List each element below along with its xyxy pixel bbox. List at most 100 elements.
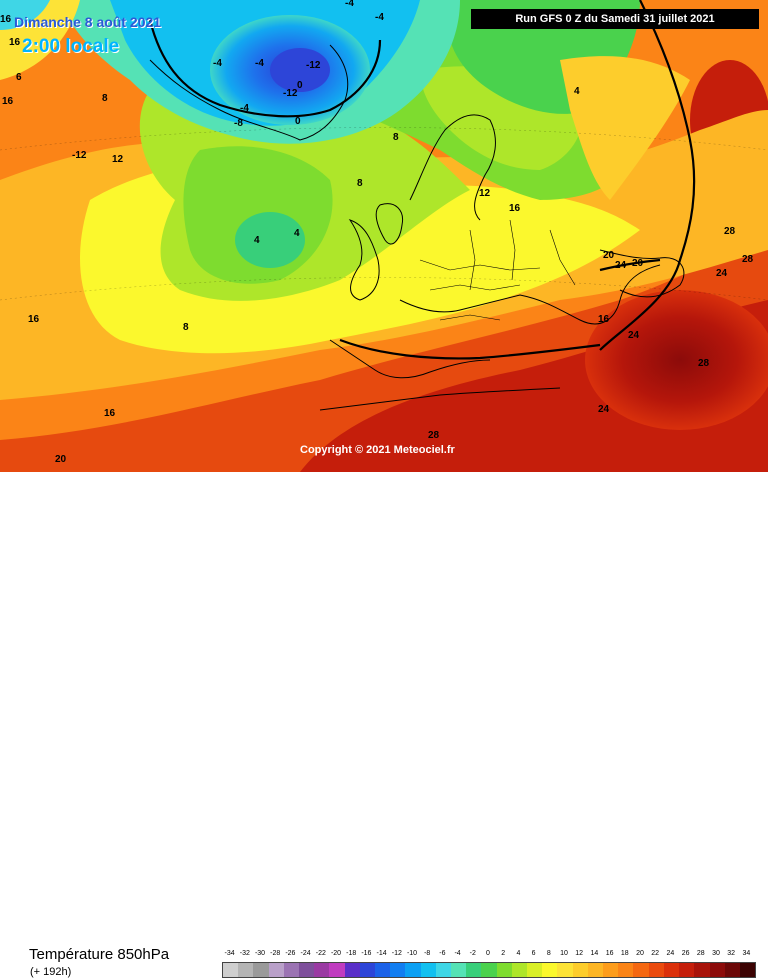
legend-tick-label: -22 (315, 950, 326, 957)
isotherm-label: 0 (295, 116, 301, 127)
isotherm-label: -4 (213, 58, 222, 69)
legend-tick-label: -2 (469, 950, 476, 957)
legend-tick-label: 4 (516, 950, 521, 957)
legend-tick-label: -10 (406, 950, 418, 957)
legend-tick-label: -34 (224, 950, 235, 957)
color-legend: -34 -32 -30 -28 -26 -24 -22 -20 -18 -16 -14 -12 -10-… (222, 950, 756, 978)
legend-tick-label: -28 (270, 950, 281, 957)
isotherm-label: 20 (632, 258, 644, 269)
legend-color-swatch (694, 963, 710, 977)
legend-tick-label: 12 (575, 950, 584, 957)
field-greenland-deep (270, 48, 330, 92)
legend-color-swatch (359, 963, 376, 977)
legend-color-swatch (268, 963, 284, 977)
legend-color-swatch (618, 963, 634, 977)
copyright-label: Copyright © 2021 Meteociel.fr (300, 444, 455, 456)
legend-color-swatch (587, 963, 604, 977)
grid-lines (0, 127, 768, 301)
isotherm-label: 28 (698, 358, 710, 369)
isotherm-label: 16 (104, 408, 116, 419)
legend-color-swatch (739, 963, 756, 977)
isotherm-label: -12 (72, 150, 87, 161)
field-atlantic-core (235, 212, 305, 268)
legend-color-swatch (557, 963, 573, 977)
legend-tick-label: -12 (391, 950, 402, 957)
field-east-yellow (560, 56, 690, 200)
legend-tick-label: 2 (501, 950, 506, 957)
legend-color-bar (222, 962, 756, 978)
isotherm-label: 20 (603, 250, 615, 261)
isotherm-lines (148, 0, 696, 360)
isotherm-label: -4 (240, 103, 249, 114)
legend-color-swatch (390, 963, 406, 977)
legend-color-swatch (375, 963, 391, 977)
legend-color-swatch (466, 963, 482, 977)
isotherm-label: 24 (598, 404, 610, 415)
forecast-date-label: Dimanche 8 août 2021 (14, 14, 162, 30)
country-borders (419, 219, 576, 321)
legend-color-swatch (511, 963, 528, 977)
legend-color-swatch (329, 963, 345, 977)
isotherm-label: 20 (55, 454, 67, 465)
legend-tick-label: 20 (636, 950, 644, 957)
legend-tick-label: 26 (681, 950, 690, 957)
legend-tick-label: 16 (605, 950, 614, 957)
isotherm-label: -4 (345, 0, 354, 9)
legend-color-swatch (344, 963, 360, 977)
isotherm-label: 16 (0, 14, 12, 25)
legend-footer: Température 850hPa (+ 192h) -34 -32 -30 -28… (0, 472, 768, 978)
legend-color-swatch (724, 963, 740, 977)
isotherm-label: 16 (598, 314, 610, 325)
legend-tick-row: -34 -32 -30 -28 -26 -24 -22 -20 -18 -16 -14 -12 -10-… (222, 950, 756, 962)
legend-color-swatch (648, 963, 664, 977)
isotherm-label: 12 (479, 188, 491, 199)
isotherm-label: 8 (183, 322, 189, 333)
legend-tick-label: 8 (546, 950, 551, 957)
isotherm-label: 16 (509, 203, 521, 214)
field-nw-blue (0, 0, 50, 30)
isotherm-label: 8 (357, 178, 363, 189)
legend-tick-label: -8 (424, 950, 431, 957)
isotherm-label: 24 (716, 268, 728, 279)
legend-tick-label: 14 (590, 950, 599, 957)
legend-color-swatch (679, 963, 695, 977)
legend-color-swatch (496, 963, 512, 977)
legend-color-swatch (223, 963, 239, 977)
legend-tick-label: 22 (651, 950, 660, 957)
isotherm-label: 6 (16, 72, 22, 83)
isotherm-label: 4 (254, 235, 260, 246)
field-hot-core-1 (585, 290, 768, 430)
isotherm-label: 12 (112, 154, 124, 165)
isotherm-label: -4 (255, 58, 264, 69)
legend-color-swatch (481, 963, 497, 977)
isotherm-label: 24 (628, 330, 640, 341)
isotherm-label: 16 (9, 37, 21, 48)
temperature-map: 16 16 16 6 -4 -4 -4 -8 -12 -12 -12 -4 0 … (0, 0, 768, 472)
legend-color-swatch (527, 963, 543, 977)
isotherm-label: 24 (615, 260, 627, 271)
isotherm-label: -12 (306, 60, 321, 71)
legend-color-swatch (314, 963, 330, 977)
isotherm-label: 0 (297, 80, 303, 91)
legend-color-swatch (299, 963, 315, 977)
isotherm-label: 28 (742, 254, 754, 265)
isotherm-label: -8 (234, 118, 243, 129)
legend-color-swatch (542, 963, 558, 977)
variable-title: Température 850hPa (29, 946, 170, 963)
legend-tick-label: -14 (376, 950, 387, 957)
legend-tick-label: -18 (346, 950, 357, 957)
isotherm-label: 28 (428, 430, 440, 441)
legend-tick-label: 28 (696, 950, 705, 957)
legend-color-swatch (253, 963, 269, 977)
legend-tick-label: -32 (239, 950, 250, 957)
legend-tick-label: 32 (727, 950, 736, 957)
legend-color-swatch (633, 963, 649, 977)
legend-tick-label: -24 (300, 950, 311, 957)
legend-tick-label: -16 (361, 950, 372, 957)
legend-tick-label: 10 (560, 950, 568, 957)
legend-color-swatch (238, 963, 254, 977)
isotherm-label: 16 (28, 314, 40, 325)
legend-tick-label: 18 (620, 950, 629, 957)
legend-color-swatch (603, 963, 619, 977)
